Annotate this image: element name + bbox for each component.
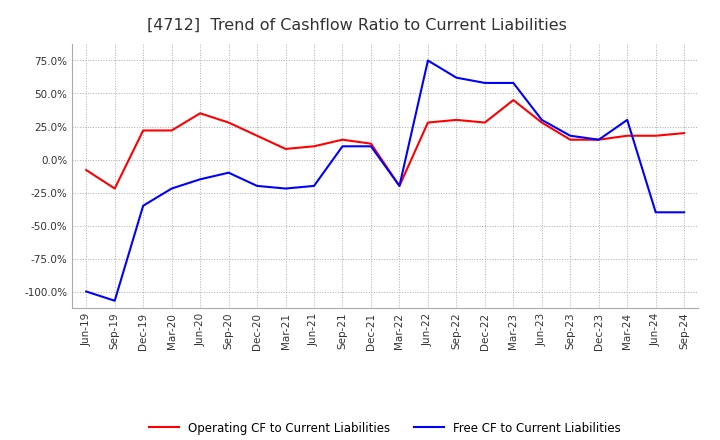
Text: [4712]  Trend of Cashflow Ratio to Current Liabilities: [4712] Trend of Cashflow Ratio to Curren… — [147, 18, 567, 33]
Free CF to Current Liabilities — [338, 143, 347, 149]
Free CF to Current Liabilities — [139, 203, 148, 209]
Free CF to Current Liabilities — [566, 133, 575, 139]
Operating CF to Current Liabilities — [395, 183, 404, 188]
Legend: Operating CF to Current Liabilities, Free CF to Current Liabilities: Operating CF to Current Liabilities, Fre… — [145, 417, 626, 440]
Operating CF to Current Liabilities — [423, 120, 432, 125]
Free CF to Current Liabilities — [225, 170, 233, 175]
Operating CF to Current Liabilities — [509, 97, 518, 103]
Operating CF to Current Liabilities — [595, 137, 603, 143]
Free CF to Current Liabilities — [282, 186, 290, 191]
Operating CF to Current Liabilities — [537, 120, 546, 125]
Line: Operating CF to Current Liabilities: Operating CF to Current Liabilities — [86, 100, 684, 189]
Free CF to Current Liabilities — [366, 143, 375, 149]
Operating CF to Current Liabilities — [225, 120, 233, 125]
Operating CF to Current Liabilities — [338, 137, 347, 143]
Free CF to Current Liabilities — [537, 117, 546, 122]
Free CF to Current Liabilities — [595, 137, 603, 143]
Free CF to Current Liabilities — [82, 289, 91, 294]
Free CF to Current Liabilities — [310, 183, 318, 188]
Operating CF to Current Liabilities — [452, 117, 461, 122]
Operating CF to Current Liabilities — [110, 186, 119, 191]
Free CF to Current Liabilities — [452, 75, 461, 80]
Free CF to Current Liabilities — [110, 298, 119, 304]
Free CF to Current Liabilities — [167, 186, 176, 191]
Operating CF to Current Liabilities — [310, 143, 318, 149]
Free CF to Current Liabilities — [680, 210, 688, 215]
Operating CF to Current Liabilities — [167, 128, 176, 133]
Operating CF to Current Liabilities — [680, 131, 688, 136]
Operating CF to Current Liabilities — [196, 111, 204, 116]
Free CF to Current Liabilities — [423, 58, 432, 63]
Operating CF to Current Liabilities — [366, 141, 375, 146]
Free CF to Current Liabilities — [253, 183, 261, 188]
Operating CF to Current Liabilities — [253, 133, 261, 139]
Free CF to Current Liabilities — [196, 177, 204, 182]
Operating CF to Current Liabilities — [82, 168, 91, 173]
Line: Free CF to Current Liabilities: Free CF to Current Liabilities — [86, 61, 684, 301]
Free CF to Current Liabilities — [480, 80, 489, 85]
Operating CF to Current Liabilities — [480, 120, 489, 125]
Free CF to Current Liabilities — [509, 80, 518, 85]
Operating CF to Current Liabilities — [282, 146, 290, 151]
Free CF to Current Liabilities — [395, 183, 404, 188]
Operating CF to Current Liabilities — [566, 137, 575, 143]
Operating CF to Current Liabilities — [652, 133, 660, 139]
Free CF to Current Liabilities — [623, 117, 631, 122]
Operating CF to Current Liabilities — [623, 133, 631, 139]
Operating CF to Current Liabilities — [139, 128, 148, 133]
Free CF to Current Liabilities — [652, 210, 660, 215]
